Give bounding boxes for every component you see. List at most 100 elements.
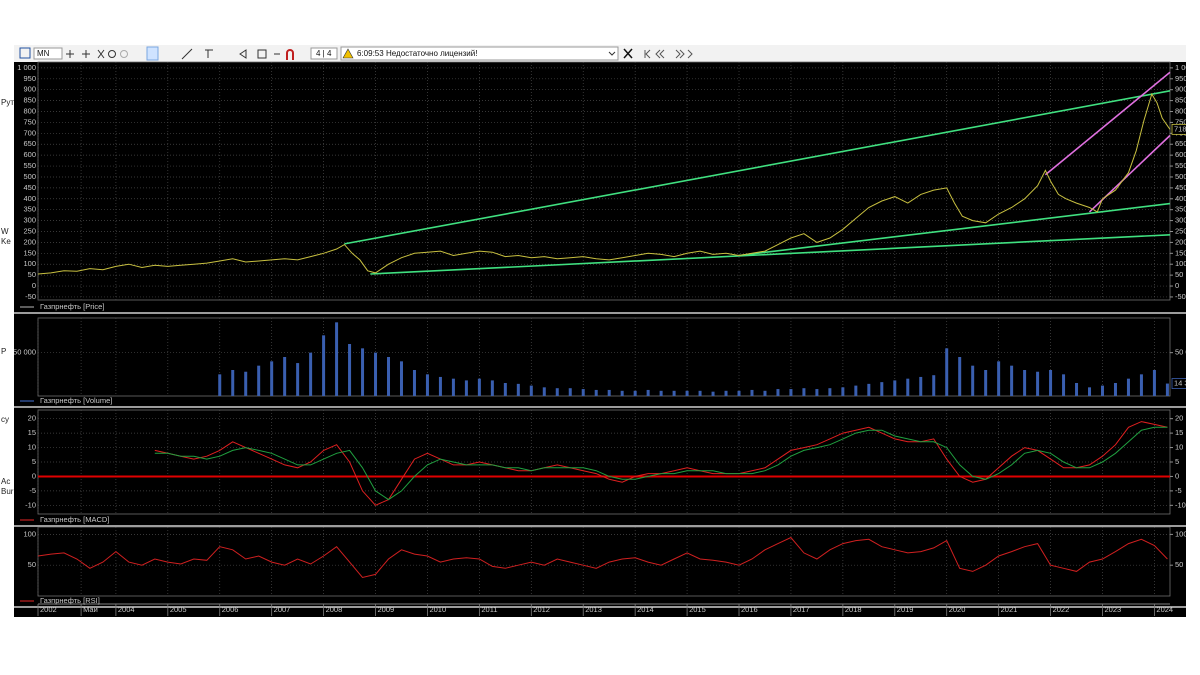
volume-bar	[802, 388, 806, 396]
volume-bar	[387, 357, 391, 396]
volume-bar	[231, 370, 235, 396]
y-tick-label-right: 250	[1175, 226, 1188, 235]
page-counter: 4 | 4	[316, 49, 332, 58]
y-tick-label-right: 50	[1175, 270, 1183, 279]
volume-bar	[374, 352, 378, 396]
timeframe-box[interactable]	[33, 47, 63, 60]
volume-bar	[477, 378, 481, 396]
y-tick-label-left: -50	[25, 292, 36, 301]
y-tick-label-right: 100	[1175, 259, 1188, 268]
magnet-icon[interactable]	[286, 49, 294, 60]
y-tick-label-right: 350	[1175, 205, 1188, 214]
volume-bar	[646, 389, 650, 396]
draw-tools[interactable]	[181, 48, 280, 60]
y-tick-label-left: 400	[23, 194, 36, 203]
volume-bar	[880, 382, 884, 396]
timeframe[interactable]: MN	[37, 49, 50, 58]
y-tick-label-right: 300	[1175, 216, 1188, 225]
message-box[interactable]	[340, 46, 619, 61]
volume-bar	[594, 389, 598, 396]
volume-bar	[815, 389, 819, 396]
series-line	[154, 426, 1168, 501]
legend-label: Газпрнефть [Price]	[40, 302, 104, 311]
last-value-box	[1171, 123, 1186, 135]
y-tick-label-right: 450	[1175, 183, 1188, 192]
volume-bar	[698, 390, 702, 396]
x-tick-label: 2002	[40, 605, 57, 614]
y-tick-label-right: 100	[1175, 529, 1188, 538]
y-tick-label-left: 600	[23, 150, 36, 159]
message-time: 6:09:53	[357, 49, 384, 58]
volume-bar	[335, 322, 339, 396]
dropdown-arrow[interactable]	[608, 51, 616, 56]
x-tick-label: 2017	[793, 605, 810, 614]
volume-bar	[283, 357, 287, 396]
legend-label: Газпрнефть [MACD]	[40, 515, 109, 524]
volume-bar	[1023, 370, 1027, 396]
tool-icon[interactable]	[120, 50, 128, 58]
y-tick-label-right: -50	[1175, 292, 1186, 301]
y-tick-label-right: 50 000	[1175, 348, 1198, 357]
series-line	[37, 536, 1168, 579]
y-tick-label-left: -5	[29, 486, 36, 495]
y-tick-label-left: 550	[23, 161, 36, 170]
volume-bar	[399, 361, 403, 396]
y-tick-label-left: 900	[23, 85, 36, 94]
volume-bar	[958, 357, 962, 396]
y-tick-label-right: 600	[1175, 150, 1188, 159]
volume-bar	[893, 380, 897, 396]
y-tick-label-left: 700	[23, 128, 36, 137]
volume-bar	[451, 378, 455, 396]
volume-bar	[438, 376, 442, 396]
tool-icons[interactable]	[66, 49, 105, 59]
volume-bar	[932, 375, 936, 396]
volume-bar	[906, 378, 910, 396]
sidebar-fragment: Рут	[1, 98, 14, 107]
x-tick-label: 2010	[429, 605, 446, 614]
volume-bar	[218, 374, 222, 396]
volume-bar	[1100, 385, 1104, 396]
y-tick-label-left: 750	[23, 117, 36, 126]
tool-active[interactable]	[146, 46, 159, 61]
volume-bar	[737, 390, 741, 396]
volume-bar	[984, 370, 988, 396]
volume-bar	[789, 389, 793, 396]
nav-buttons[interactable]	[644, 49, 693, 59]
y-tick-label-right: 20	[1175, 414, 1183, 423]
close-button[interactable]	[623, 48, 633, 59]
y-tick-label-right: 950	[1175, 74, 1188, 83]
volume-bar	[568, 388, 572, 396]
volume-bar	[1010, 365, 1014, 396]
x-tick-label: 2006	[222, 605, 239, 614]
y-tick-label-right: 150	[1175, 248, 1188, 257]
series-line	[37, 92, 1171, 275]
volume-bar	[555, 388, 559, 396]
y-tick-label-left: 100	[23, 529, 36, 538]
volume-bar	[971, 365, 975, 396]
y-tick-label-left: 5	[32, 457, 36, 466]
trend-line	[1044, 71, 1171, 176]
x-tick-label: 2024	[1156, 605, 1173, 614]
volume-bar	[309, 352, 313, 396]
x-tick-label: 2013	[585, 605, 602, 614]
y-tick-label-right: 400	[1175, 194, 1188, 203]
panel-frame	[37, 61, 1171, 301]
y-tick-label-right: -5	[1175, 486, 1182, 495]
y-tick-label-left: 350	[23, 205, 36, 214]
chart-icon[interactable]	[19, 47, 31, 59]
last-value-box	[1171, 378, 1186, 389]
volume-bar	[945, 348, 949, 396]
tool-icon[interactable]	[108, 50, 116, 58]
y-tick-label-right: 10	[1175, 443, 1183, 452]
volume-bar	[503, 383, 507, 396]
y-tick-label-left: 15	[28, 428, 36, 437]
volume-bar	[1036, 371, 1040, 396]
y-tick-label-right: 1 000	[1175, 63, 1194, 72]
volume-bar	[529, 385, 533, 396]
y-tick-label-left: 0	[32, 471, 36, 480]
y-tick-label-right: 15	[1175, 428, 1183, 437]
x-tick-label: 2005	[170, 605, 187, 614]
warning-icon	[342, 48, 354, 59]
